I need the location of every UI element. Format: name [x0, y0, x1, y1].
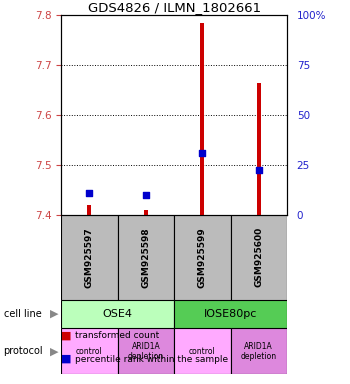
Text: GSM925599: GSM925599 — [198, 227, 207, 288]
Bar — [118, 328, 174, 374]
Text: control: control — [189, 347, 216, 356]
Bar — [88, 205, 91, 215]
Text: control: control — [76, 347, 103, 356]
Text: GSM925600: GSM925600 — [254, 227, 263, 287]
Text: percentile rank within the sample: percentile rank within the sample — [75, 354, 228, 364]
Text: protocol: protocol — [4, 346, 43, 356]
Point — [143, 192, 149, 198]
Text: ARID1A
depletion: ARID1A depletion — [241, 342, 277, 361]
Text: ARID1A
depletion: ARID1A depletion — [128, 342, 164, 361]
Text: cell line: cell line — [4, 309, 41, 319]
Text: ▶: ▶ — [50, 309, 58, 319]
Bar — [61, 300, 174, 328]
Bar — [118, 215, 174, 300]
Title: GDS4826 / ILMN_1802661: GDS4826 / ILMN_1802661 — [88, 1, 261, 14]
Bar — [174, 215, 231, 300]
Point — [87, 190, 92, 196]
Bar — [174, 328, 231, 374]
Bar — [144, 210, 148, 215]
Bar — [61, 328, 118, 374]
Bar — [174, 300, 287, 328]
Text: GSM925598: GSM925598 — [141, 227, 150, 288]
Bar — [61, 215, 118, 300]
Text: OSE4: OSE4 — [103, 309, 133, 319]
Text: IOSE80pc: IOSE80pc — [204, 309, 257, 319]
Text: ■: ■ — [61, 354, 72, 364]
Bar — [231, 215, 287, 300]
Point — [256, 167, 261, 173]
Bar — [231, 328, 287, 374]
Point — [199, 150, 205, 156]
Text: GSM925597: GSM925597 — [85, 227, 94, 288]
Text: transformed count: transformed count — [75, 331, 160, 341]
Bar — [257, 83, 261, 215]
Bar — [200, 23, 204, 215]
Text: ■: ■ — [61, 331, 72, 341]
Text: ▶: ▶ — [50, 346, 58, 356]
